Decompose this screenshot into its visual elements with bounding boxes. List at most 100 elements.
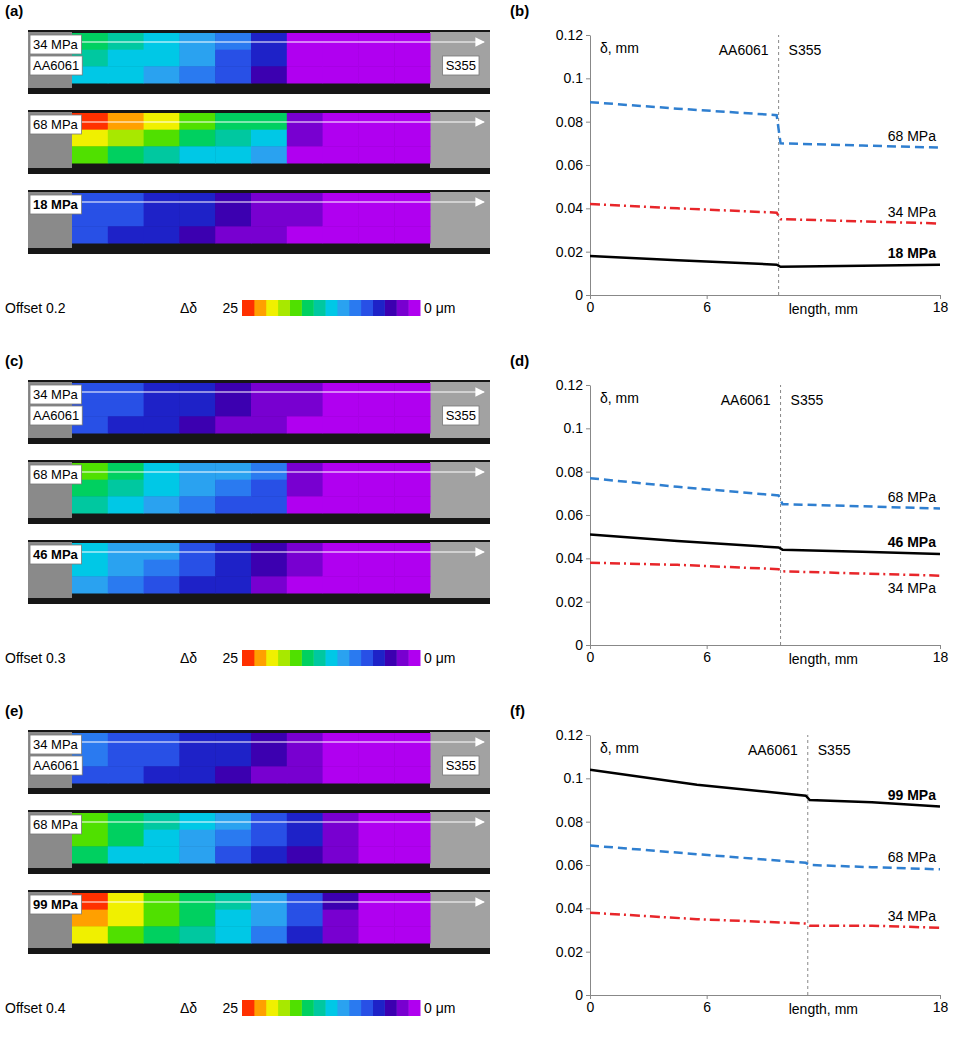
- field-cell: [215, 750, 251, 767]
- field-cell: [108, 50, 144, 67]
- line-panel: (b)061800.020.040.060.080.10.12length, m…: [510, 2, 948, 317]
- label-box: 99 MPa: [30, 895, 82, 914]
- field-cell: [108, 926, 144, 943]
- colorbar-band: [337, 300, 349, 316]
- tick: 0.04: [556, 200, 590, 216]
- field-cell: [323, 910, 359, 927]
- tick: 6: [703, 295, 711, 315]
- tick: 0.04: [556, 900, 590, 916]
- field-cell: [144, 146, 180, 163]
- field-cell: [287, 50, 323, 67]
- field-cell: [251, 226, 287, 243]
- field-cell: [287, 926, 323, 943]
- colorbar-tick-label: 25: [222, 1000, 238, 1016]
- field-cell: [394, 226, 430, 243]
- tick: 18: [933, 995, 949, 1015]
- annotation: S355: [791, 392, 824, 408]
- label-box: AA6061: [30, 756, 82, 775]
- y-axis: 00.020.040.060.080.10.12: [556, 27, 591, 303]
- panel-letter: (c): [5, 352, 23, 369]
- strip-bg: [28, 730, 490, 794]
- field-cell: [108, 416, 144, 433]
- field-cell: [108, 400, 144, 417]
- field-cell: [394, 560, 430, 577]
- colorbar-band: [278, 1000, 290, 1016]
- x-axis-title: length, mm: [789, 651, 858, 667]
- grip-right: [430, 382, 490, 438]
- arrow: [32, 121, 484, 122]
- field-cell: [323, 66, 359, 83]
- field-cell: [323, 50, 359, 67]
- tick-mark: [586, 208, 590, 209]
- series-line: [590, 102, 940, 148]
- field-cell: [108, 226, 144, 243]
- field-cell: [144, 66, 180, 83]
- axis-line: [591, 995, 941, 996]
- colorbar-band: [361, 300, 373, 316]
- colorbar-band: [301, 1000, 313, 1016]
- colorbar-band: [278, 650, 290, 666]
- label-box: 68 MPa: [30, 115, 82, 134]
- field-cell: [215, 400, 251, 417]
- series-line: [590, 770, 940, 807]
- interface-line: [780, 385, 781, 645]
- label-box-bg: [30, 115, 82, 134]
- field-cell: [215, 846, 251, 863]
- field-cell: [179, 750, 215, 767]
- field-cell: [108, 576, 144, 593]
- panel-letter: (f): [510, 702, 525, 719]
- field-cell: [394, 416, 430, 433]
- label-box-bg: [30, 756, 82, 775]
- panel-letter: (d): [510, 352, 529, 369]
- tick-mark: [586, 472, 590, 473]
- field-cell: [358, 480, 394, 497]
- field-cell: [215, 50, 251, 67]
- label-box-bg: [30, 385, 82, 404]
- field-cell: [144, 926, 180, 943]
- strip-label: S355: [446, 758, 476, 773]
- plot-area: [590, 385, 940, 645]
- field-cell: [358, 576, 394, 593]
- x-axis: 0618: [587, 295, 949, 315]
- colorbar-band: [396, 1000, 408, 1016]
- series-label: 68 MPa: [888, 849, 936, 865]
- field-cell: [287, 400, 323, 417]
- strip-label: 34 MPa: [33, 737, 79, 752]
- field-cell: [394, 400, 430, 417]
- strip: 68 MPa: [28, 460, 490, 524]
- colorbar-band: [384, 1000, 396, 1016]
- field-cell: [215, 66, 251, 83]
- colorbar-band: [384, 300, 396, 316]
- field-cell: [394, 576, 430, 593]
- colorbar-tick-label: 0 μm: [424, 300, 455, 316]
- series-label: 68 MPa: [888, 128, 936, 144]
- strip-label: S355: [446, 408, 476, 423]
- tick-label: 0: [587, 999, 595, 1015]
- field-cell: [394, 766, 430, 783]
- tick-label: 0.1: [564, 420, 584, 436]
- grip-right: [430, 892, 490, 948]
- label-box-bg: [30, 56, 82, 75]
- colorbar-band: [325, 300, 337, 316]
- field-cell: [323, 210, 359, 227]
- colorbar-band: [325, 1000, 337, 1016]
- field-cell: [251, 830, 287, 847]
- field-cell: [251, 910, 287, 927]
- field-cell: [179, 226, 215, 243]
- tick-label: 18: [933, 999, 949, 1015]
- field-cell: [144, 576, 180, 593]
- field-cell: [358, 846, 394, 863]
- tick-label: 0.12: [556, 27, 583, 43]
- field-cell: [215, 926, 251, 943]
- field-cell: [323, 130, 359, 147]
- tick: 0: [587, 645, 595, 665]
- arrow: [32, 901, 484, 902]
- label-box: 34 MPa: [30, 35, 82, 54]
- strip: 68 MPa: [28, 110, 490, 174]
- field-cell: [144, 400, 180, 417]
- field-cell: [179, 210, 215, 227]
- field-cell: [323, 750, 359, 767]
- y-axis-title: δ, mm: [600, 390, 639, 406]
- series-line: [590, 535, 940, 555]
- tick: 0: [575, 637, 590, 653]
